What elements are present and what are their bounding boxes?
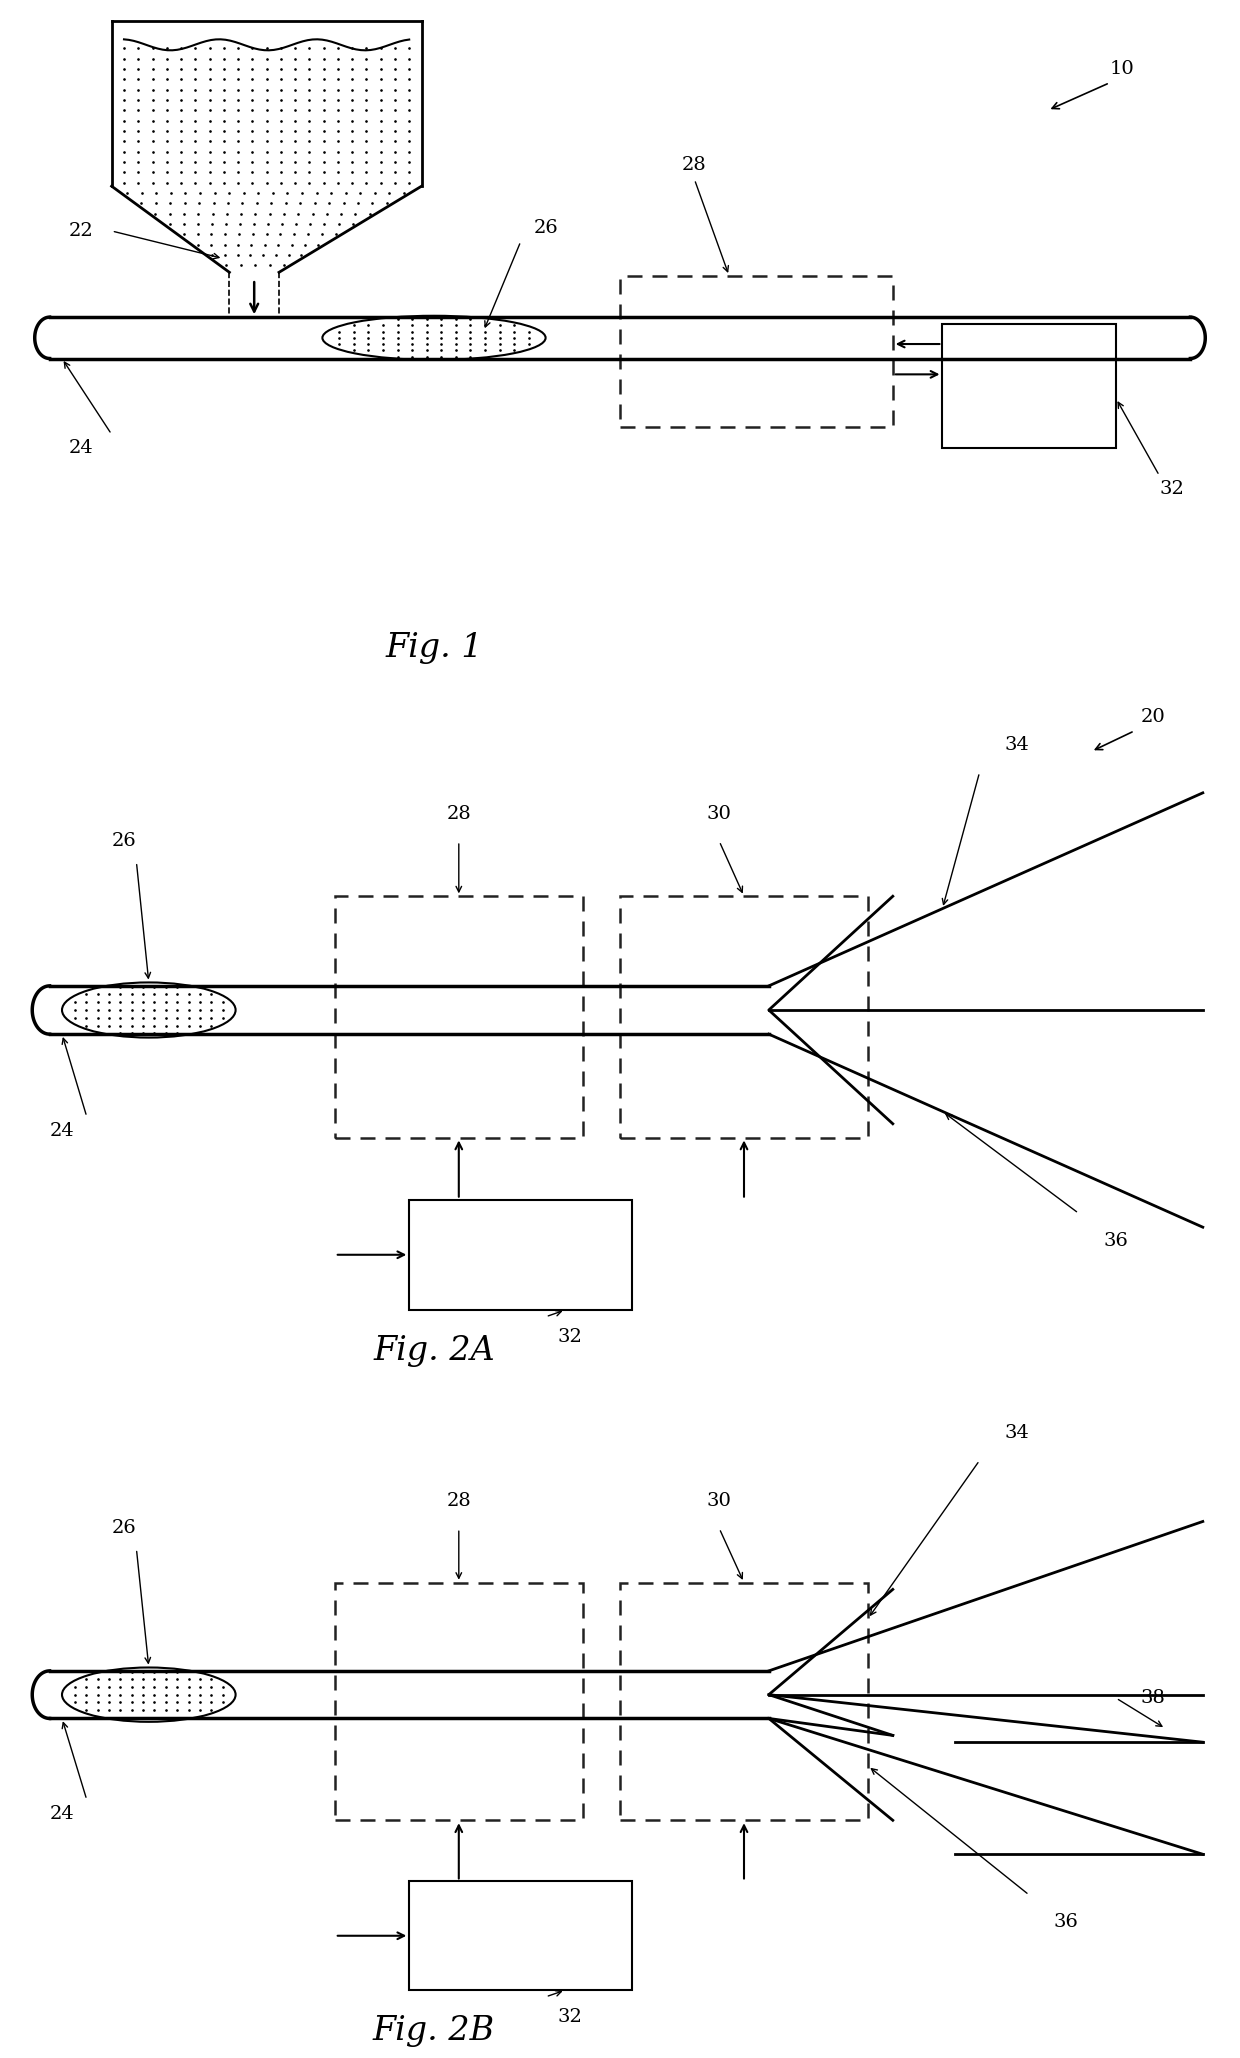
Text: 28: 28 — [446, 1492, 471, 1511]
Bar — [620, 276, 893, 428]
Text: 32: 32 — [1159, 480, 1184, 498]
Text: 24: 24 — [50, 1805, 74, 1823]
Ellipse shape — [62, 982, 236, 1037]
Text: 20: 20 — [1141, 708, 1166, 726]
Text: 32: 32 — [558, 1329, 583, 1346]
Text: 38: 38 — [1141, 1690, 1166, 1706]
Text: 24: 24 — [68, 438, 93, 457]
Text: 36: 36 — [1104, 1233, 1128, 1249]
Text: 34: 34 — [1004, 1424, 1029, 1443]
Text: 26: 26 — [112, 1519, 136, 1537]
Text: Fig. 1: Fig. 1 — [386, 632, 482, 665]
Ellipse shape — [62, 1667, 236, 1723]
Text: 10: 10 — [1110, 60, 1135, 78]
Text: 24: 24 — [50, 1122, 74, 1140]
Text: 26: 26 — [533, 218, 558, 237]
Bar — [335, 1583, 583, 1821]
Text: 28: 28 — [682, 156, 707, 175]
Text: 34: 34 — [1004, 735, 1029, 753]
Bar — [335, 897, 583, 1138]
Bar — [409, 1881, 632, 1990]
Ellipse shape — [322, 315, 546, 360]
Bar — [409, 1200, 632, 1311]
Bar — [942, 323, 1116, 449]
Text: 22: 22 — [68, 222, 93, 241]
Text: 30: 30 — [707, 1492, 732, 1511]
Text: Fig. 2A: Fig. 2A — [373, 1336, 495, 1367]
Text: 26: 26 — [112, 831, 136, 850]
Text: 32: 32 — [558, 2009, 583, 2027]
Bar — [620, 1583, 868, 1821]
Text: 28: 28 — [446, 805, 471, 823]
Text: 30: 30 — [707, 805, 732, 823]
Bar — [620, 897, 868, 1138]
Text: Fig. 2B: Fig. 2B — [373, 2015, 495, 2048]
Text: 36: 36 — [1054, 1914, 1079, 1930]
